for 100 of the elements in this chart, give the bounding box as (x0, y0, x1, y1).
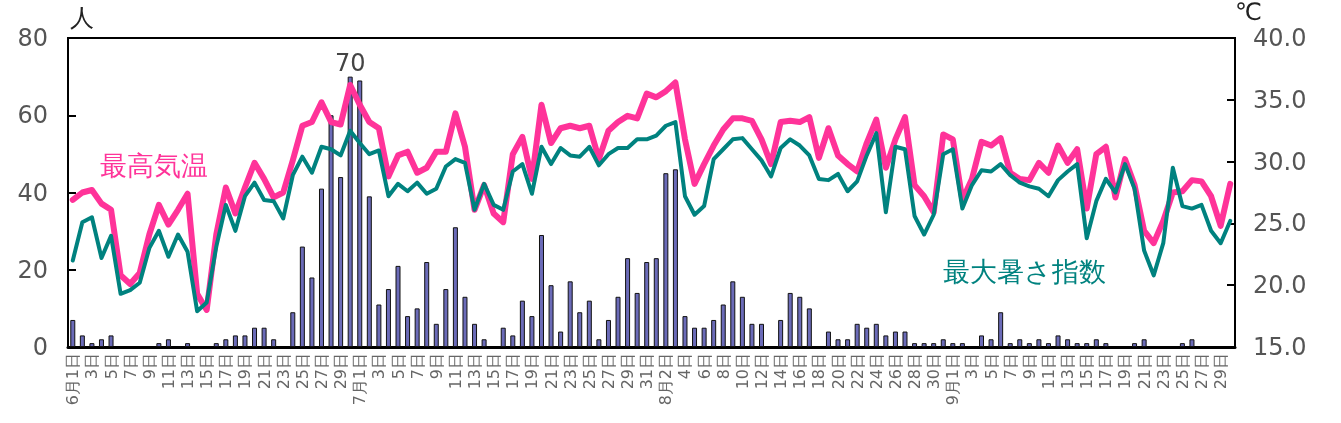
bar (424, 262, 430, 347)
bar (759, 323, 764, 347)
bar (730, 281, 736, 347)
x-tick-label: 24日 (866, 353, 886, 390)
bar (1141, 339, 1147, 347)
bar (682, 316, 688, 347)
bar (108, 335, 114, 347)
x-tick-label: 7月1日 (350, 353, 370, 406)
x-tick-label: 9日 (139, 353, 159, 380)
x-tick-label: 22日 (847, 353, 867, 390)
bar (605, 319, 611, 347)
bar (462, 296, 468, 347)
bar (959, 343, 965, 347)
x-tick-label: 13日 (178, 353, 198, 390)
bar (787, 292, 793, 347)
bar (1036, 339, 1042, 347)
x-tick-label: 29日 (331, 353, 351, 390)
bar (347, 76, 353, 347)
x-tick-label: 5日 (101, 353, 121, 380)
x-tick-label: 23日 (273, 353, 293, 390)
bar (232, 335, 238, 347)
bar (156, 343, 162, 347)
bar (586, 300, 592, 347)
bar (357, 80, 363, 347)
x-tick-label: 11日 (1038, 353, 1058, 390)
bar (835, 339, 841, 347)
bar (873, 323, 879, 347)
bar (433, 323, 439, 347)
bar (883, 335, 889, 347)
bar (931, 343, 937, 347)
x-tick-label: 9月1日 (943, 353, 963, 406)
bar (596, 339, 602, 347)
bar (892, 331, 898, 347)
x-tick-label: 16日 (790, 353, 810, 390)
y2-tick-label: 20.0 (1253, 271, 1307, 300)
bar (366, 196, 372, 347)
bar (252, 327, 258, 347)
bar (1093, 339, 1099, 347)
bar (328, 115, 334, 347)
x-tick-label: 20日 (828, 353, 848, 390)
bar (519, 300, 525, 347)
x-tick-label: 25日 (579, 353, 599, 390)
y-tick-label: 60 (17, 101, 48, 130)
bar (1026, 343, 1032, 347)
x-tick-label: 19日 (522, 353, 542, 390)
bar (653, 258, 659, 347)
y-tick-label: 40 (17, 178, 48, 207)
x-tick-label: 15日 (1077, 353, 1097, 390)
bar (79, 335, 85, 347)
x-tick-label: 27日 (598, 353, 618, 390)
x-tick-label: 5日 (981, 353, 1001, 380)
bar (615, 296, 621, 347)
bar (921, 343, 927, 347)
bar (663, 173, 669, 347)
bar (1084, 343, 1090, 347)
bar (845, 339, 851, 347)
x-tick-label: 30日 (924, 353, 944, 390)
bar (739, 296, 745, 347)
x-tick-label: 25日 (1172, 353, 1192, 390)
x-tick-label: 6月1日 (63, 353, 83, 406)
x-tick-label: 13日 (465, 353, 485, 390)
bar (414, 308, 420, 347)
x-tick-label: 13日 (1058, 353, 1078, 390)
y2-axis-title: ℃ (1235, 0, 1262, 26)
bar (452, 227, 458, 347)
bar (902, 331, 908, 347)
x-tick-label: 31日 (637, 353, 657, 390)
x-tick-label: 28日 (905, 353, 925, 390)
bar (634, 292, 640, 347)
x-tick-label: 18日 (809, 353, 829, 390)
bar (940, 339, 946, 347)
y2-tick-label: 30.0 (1253, 147, 1307, 176)
x-tick-label: 19日 (1115, 353, 1135, 390)
bar (500, 327, 506, 347)
x-tick-label: 7日 (1000, 353, 1020, 380)
bar (271, 339, 277, 347)
x-tick-label: 15日 (197, 353, 217, 390)
bar (548, 285, 554, 347)
bar (692, 327, 698, 347)
bar (213, 343, 219, 347)
bar (395, 265, 401, 347)
bar (376, 304, 382, 347)
x-tick-label: 23日 (1153, 353, 1173, 390)
x-tick-label: 15日 (484, 353, 504, 390)
x-tick-label: 11日 (445, 353, 465, 390)
bar (185, 343, 191, 347)
bar (290, 312, 296, 347)
x-tick-label: 9日 (426, 353, 446, 380)
y-axis-title: 人 (70, 4, 94, 32)
data-label: 70 (334, 48, 366, 77)
bar (749, 323, 755, 347)
bar (672, 169, 678, 347)
x-tick-label: 5日 (388, 353, 408, 380)
bar (98, 339, 104, 347)
bar (299, 246, 305, 347)
bar (481, 339, 487, 347)
bar (165, 339, 171, 347)
y-tick-label: 80 (17, 24, 48, 52)
x-tick-label: 14日 (771, 353, 791, 390)
bar (242, 335, 248, 347)
